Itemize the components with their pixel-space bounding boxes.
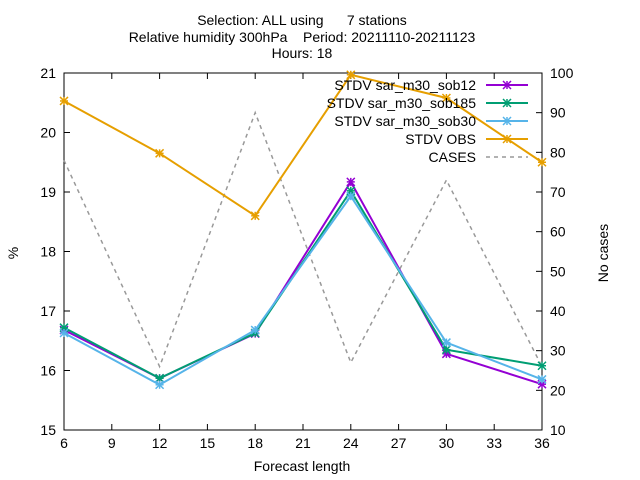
y-tick-label: 18 (40, 244, 56, 260)
x-tick-label: 24 (343, 435, 359, 451)
data-point-stdv-sar-m30-sob30 (59, 328, 69, 338)
x-tick-label: 33 (486, 435, 502, 451)
y2-tick-label: 20 (550, 382, 566, 398)
y2-tick-label: 90 (550, 105, 566, 121)
x-tick-label: 9 (108, 435, 116, 451)
series-line-stdv-sar-m30-sob30 (63, 194, 543, 386)
y2-tick-label: 10 (550, 422, 566, 438)
title-line-3: Hours: 18 (272, 45, 333, 61)
legend-marker-stdv-sar-m30-sob30 (502, 116, 512, 126)
x-tick-label: 6 (60, 435, 68, 451)
data-point-stdv-obs (59, 96, 69, 106)
x-tick-label: 36 (534, 435, 550, 451)
x-tick-label: 18 (247, 435, 263, 451)
data-point-stdv-sar-m30-sob12 (441, 349, 451, 359)
x-axis-label: Forecast length (254, 458, 351, 474)
data-point-stdv-sar-m30-sob185 (537, 361, 547, 371)
y2-tick-label: 40 (550, 303, 566, 319)
legend-label-stdv-obs: STDV OBS (405, 131, 476, 147)
y2-axis-label: No cases (595, 224, 611, 282)
data-point-stdv-sar-m30-sob185 (441, 345, 451, 355)
series-line-stdv-sar-m30-sob185 (63, 188, 543, 380)
legend-marker-stdv-sar-m30-sob12 (502, 80, 512, 90)
x-tick-label: 27 (391, 435, 407, 451)
y2-tick-label: 100 (550, 65, 574, 81)
legend-marker-stdv-obs (502, 134, 512, 144)
legend-label-stdv-sar-m30-sob30: STDV sar_m30_sob30 (334, 113, 476, 129)
data-point-stdv-sar-m30-sob185 (155, 373, 165, 383)
data-point-stdv-obs (346, 70, 356, 80)
y2-tick-label: 50 (550, 263, 566, 279)
x-tick-label: 15 (200, 435, 216, 451)
y-axis-label: % (5, 247, 21, 259)
data-point-stdv-sar-m30-sob30 (537, 374, 547, 384)
y-tick-label: 19 (40, 184, 56, 200)
data-point-stdv-obs (155, 148, 165, 158)
data-point-stdv-obs (537, 157, 547, 167)
title-line-1: Selection: ALL using 7 stations (197, 12, 407, 28)
y2-tick-label: 70 (550, 184, 566, 200)
y-tick-label: 21 (40, 65, 56, 81)
series-line-cases (63, 110, 543, 369)
x-tick-label: 30 (439, 435, 455, 451)
data-point-stdv-sar-m30-sob30 (250, 325, 260, 335)
y2-tick-label: 60 (550, 224, 566, 240)
series-line-stdv-obs (63, 73, 543, 218)
legend-label-stdv-sar-m30-sob185: STDV sar_m30_sob185 (327, 95, 477, 111)
x-tick-label: 21 (295, 435, 311, 451)
title-line-2: Relative humidity 300hPa Period: 2021111… (129, 29, 476, 45)
y-tick-label: 20 (40, 125, 56, 141)
legend-label-stdv-sar-m30-sob12: STDV sar_m30_sob12 (334, 77, 476, 93)
chart-title: Selection: ALL using 7 stations Relative… (129, 12, 476, 61)
data-point-stdv-sar-m30-sob12 (346, 177, 356, 187)
data-point-stdv-sar-m30-sob30 (346, 191, 356, 201)
y2-tick-label: 80 (550, 144, 566, 160)
data-point-stdv-sar-m30-sob30 (441, 338, 451, 348)
data-point-stdv-sar-m30-sob30 (155, 380, 165, 390)
data-point-stdv-obs (250, 211, 260, 221)
y-tick-label: 15 (40, 422, 56, 438)
y2-tick-label: 30 (550, 343, 566, 359)
x-tick-label: 12 (152, 435, 168, 451)
y-tick-label: 16 (40, 363, 56, 379)
data-point-stdv-obs (441, 93, 451, 103)
y-tick-label: 17 (40, 303, 56, 319)
legend-marker-stdv-sar-m30-sob185 (502, 98, 512, 108)
legend-label-cases: CASES (429, 149, 476, 165)
legend: STDV sar_m30_sob12 STDV sar_m30_sob185 STD… (327, 77, 528, 165)
